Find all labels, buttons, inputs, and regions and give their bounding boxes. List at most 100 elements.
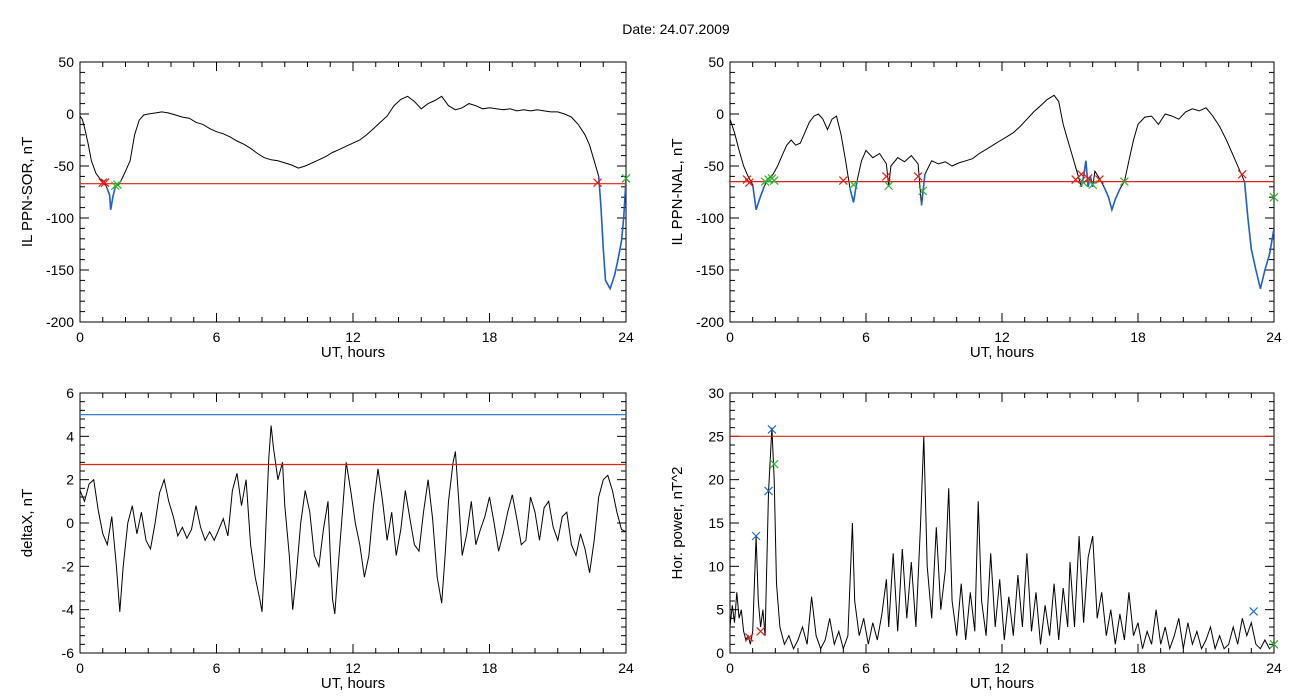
y-tick-label: -4 (62, 602, 75, 618)
marker-red (756, 626, 766, 636)
marker-red (1095, 175, 1104, 184)
y-axis-label: deltaX, nT (19, 489, 36, 557)
x-tick-label: 24 (618, 660, 634, 676)
marker-red (1083, 174, 1093, 183)
panel-il-nal: 0 6 12 18 24 50 0 -50 -100 -150 -200 UT, hours IL PP… (669, 54, 1282, 361)
event-segment (1103, 186, 1121, 213)
marker-green (113, 180, 122, 190)
y-tick-label: -50 (704, 158, 724, 174)
y-tick-label: 50 (58, 54, 74, 70)
y-tick-label: -150 (696, 262, 724, 278)
marker-green (849, 180, 858, 190)
x-tick-label: 0 (76, 329, 84, 345)
series-line (730, 427, 1274, 651)
marker-green (1088, 180, 1098, 190)
y-tick-label: 0 (66, 106, 74, 122)
x-axis-label: UT, hours (321, 675, 385, 692)
panel-il-sor: 0 6 12 18 24 50 0 -50 -100 -150 -200 UT, hours IL PP… (19, 54, 634, 361)
y-tick-label: 15 (708, 515, 724, 531)
plot-area (80, 425, 626, 615)
plot-area (730, 94, 1274, 289)
x-tick-label: 24 (1266, 329, 1282, 345)
x-tick-label: 0 (726, 660, 734, 676)
plot-area (730, 427, 1274, 651)
x-tick-label: 6 (862, 660, 870, 676)
y-axis-label: IL PPN-NAL, nT (669, 139, 686, 246)
y-tick-label: 0 (716, 106, 724, 122)
marker-blue (767, 424, 777, 434)
x-tick-label: 6 (862, 329, 870, 345)
x-tick-label: 24 (618, 329, 634, 345)
figure-title: Date: 24.07.2009 (622, 21, 730, 37)
marker-green (1119, 177, 1129, 187)
marker-red (838, 176, 848, 185)
event-segment (106, 186, 117, 210)
x-tick-label: 18 (1130, 660, 1146, 676)
marker-green (1269, 639, 1279, 649)
panel-hor-power: 0 6 12 18 24 30 25 20 15 10 5 0 UT, hours Hor. power,… (669, 385, 1282, 692)
marker-green (884, 181, 894, 191)
y-tick-label: 0 (66, 515, 74, 531)
y-tick-label: 10 (708, 558, 724, 574)
series-line (80, 95, 626, 290)
marker-blue (751, 531, 761, 541)
plot-area (80, 95, 626, 291)
marker-green (621, 174, 631, 183)
event-segment (1080, 160, 1094, 187)
plot-frame (79, 392, 627, 654)
x-tick-label: 12 (345, 660, 361, 676)
x-tick-label: 6 (213, 660, 221, 676)
y-tick-label: 25 (708, 428, 724, 444)
marker-red (1076, 169, 1086, 179)
plot-frame (79, 61, 627, 323)
x-tick-label: 0 (76, 660, 84, 676)
marker-red (593, 178, 602, 188)
marker-green (769, 176, 779, 185)
y-tick-label: 20 (708, 472, 724, 488)
panel-deltax: 0 6 12 18 24 6 4 2 0 -2 -4 -6 UT, hours deltaX, nT (19, 385, 634, 692)
x-axis-label: UT, hours (970, 344, 1034, 361)
x-tick-label: 18 (482, 660, 498, 676)
y-tick-label: -6 (62, 645, 75, 661)
y-tick-label: 5 (716, 602, 724, 618)
y-tick-label: 4 (66, 428, 74, 444)
y-tick-label: 2 (66, 472, 74, 488)
y-tick-label: -100 (696, 210, 724, 226)
marker-green (918, 186, 928, 196)
y-tick-label: -200 (46, 314, 74, 330)
marker-red (98, 178, 108, 188)
marker-red (744, 632, 754, 642)
y-axis-label: Hor. power, nT^2 (669, 467, 686, 580)
x-tick-label: 18 (482, 329, 498, 345)
x-axis-label: UT, hours (321, 344, 385, 361)
marker-green (769, 459, 779, 469)
y-tick-label: -100 (46, 210, 74, 226)
y-tick-label: 30 (708, 385, 724, 401)
marker-blue (1249, 606, 1259, 616)
y-tick-label: -50 (54, 158, 74, 174)
event-segment (1243, 181, 1274, 289)
marker-red (881, 171, 891, 181)
x-tick-label: 24 (1266, 660, 1282, 676)
y-axis-label: IL PPN-SOR, nT (19, 137, 36, 247)
event-segment (751, 184, 765, 210)
event-segment (849, 181, 858, 203)
x-tick-label: 6 (213, 329, 221, 345)
y-tick-label: 6 (66, 385, 74, 401)
x-tick-label: 18 (1130, 329, 1146, 345)
marker-red (100, 178, 110, 188)
y-tick-label: -150 (46, 262, 74, 278)
marker-green (1269, 192, 1279, 202)
x-tick-label: 12 (345, 329, 361, 345)
marker-red (1237, 169, 1247, 179)
x-tick-label: 0 (726, 329, 734, 345)
plot-frame (729, 61, 1275, 323)
x-tick-label: 12 (994, 329, 1010, 345)
y-tick-label: 0 (716, 645, 724, 661)
y-tick-label: -200 (696, 314, 724, 330)
marker-green (110, 181, 120, 191)
marker-blue (764, 486, 773, 496)
series-line (80, 425, 626, 615)
marker-red (744, 178, 754, 188)
